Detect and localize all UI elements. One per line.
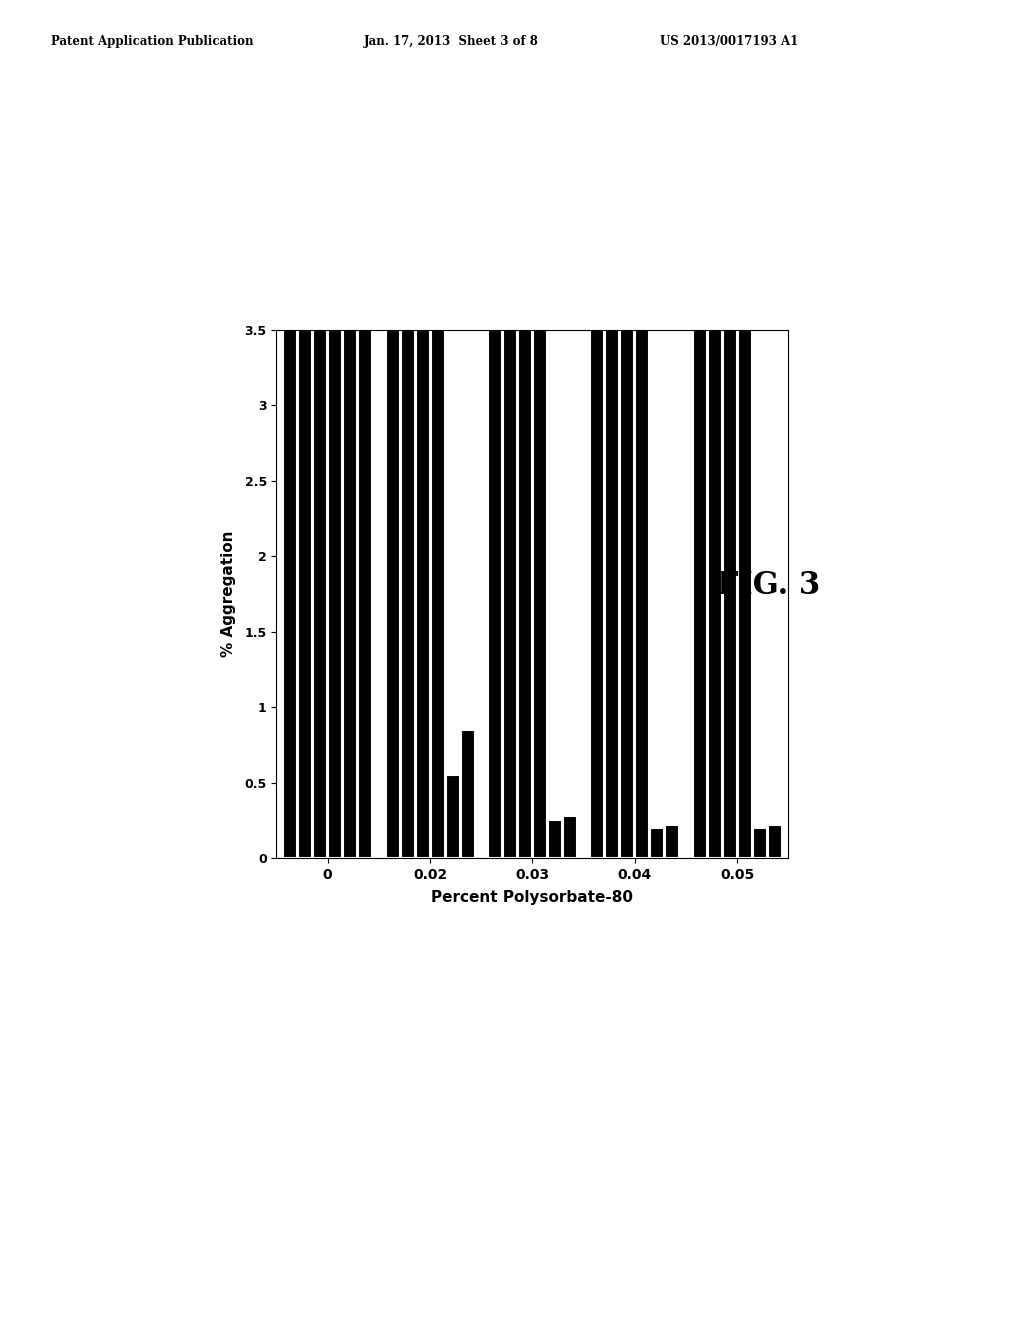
Bar [461,730,474,858]
Bar [621,330,634,858]
Bar [431,330,444,858]
Bar [534,330,547,858]
Bar [298,330,312,858]
Bar [284,330,297,858]
X-axis label: Percent Polysorbate-80: Percent Polysorbate-80 [431,890,634,906]
Bar [591,330,604,858]
Bar [650,828,665,858]
Bar [738,330,752,858]
Bar [518,330,531,858]
Bar [666,825,679,858]
Bar [708,330,722,858]
Bar [503,330,517,858]
Bar [723,330,736,858]
Bar [329,330,342,858]
Bar [343,330,357,858]
Bar [548,820,562,858]
Bar [313,330,327,858]
Bar [753,828,767,858]
Bar [768,825,781,858]
Bar [636,330,649,858]
Text: Jan. 17, 2013  Sheet 3 of 8: Jan. 17, 2013 Sheet 3 of 8 [364,34,539,48]
Bar [358,330,372,858]
Text: Patent Application Publication: Patent Application Publication [51,34,254,48]
Bar [488,330,502,858]
Bar [693,330,707,858]
Y-axis label: % Aggregation: % Aggregation [221,531,237,657]
Text: FIG. 3: FIG. 3 [717,570,820,601]
Text: US 2013/0017193 A1: US 2013/0017193 A1 [660,34,799,48]
Bar [386,330,399,858]
Bar [605,330,620,858]
Bar [416,330,429,858]
Bar [400,330,415,858]
Bar [445,775,460,858]
Bar [563,816,577,858]
